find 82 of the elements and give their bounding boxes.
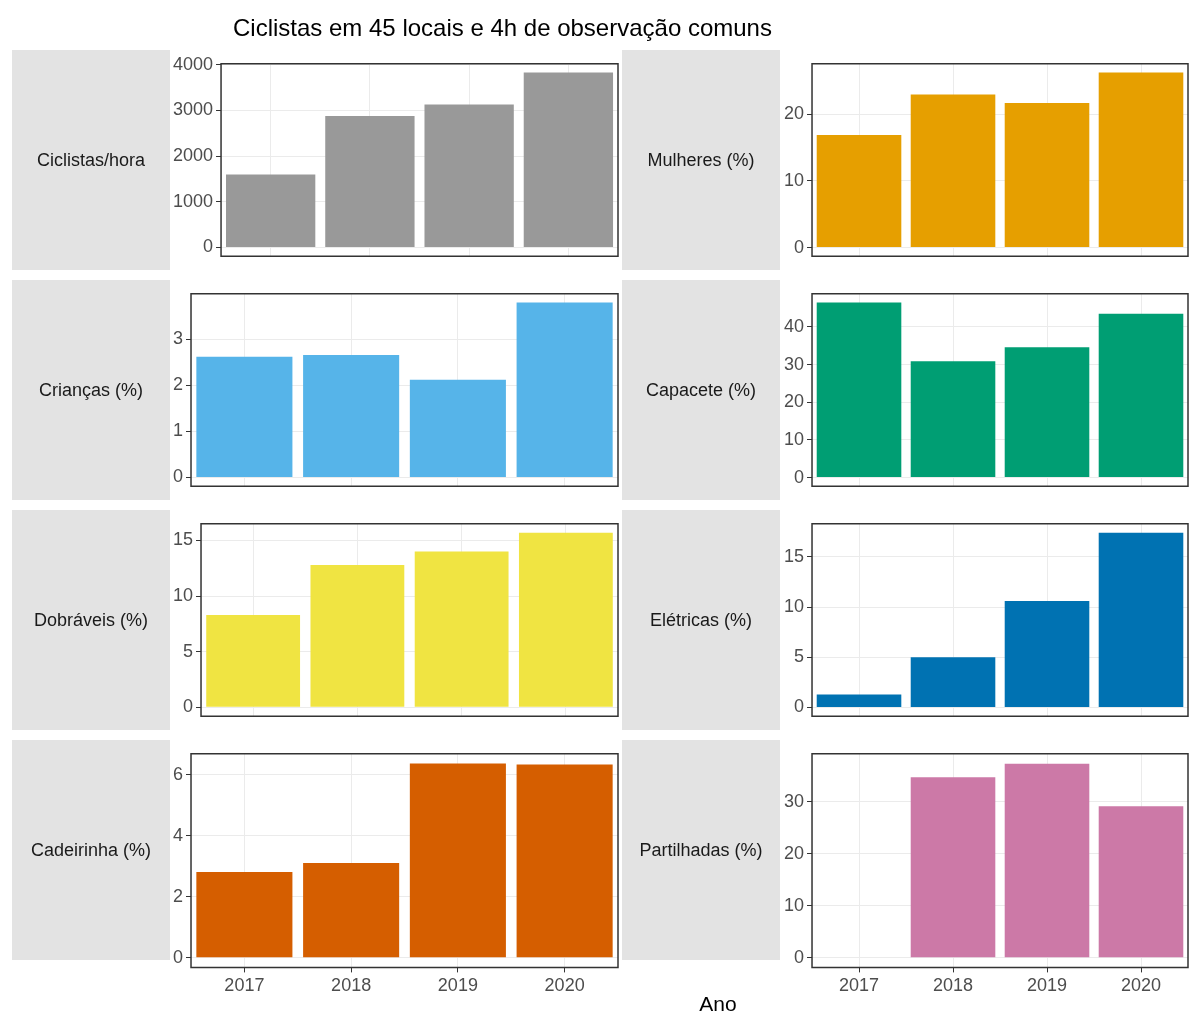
bar <box>518 532 613 707</box>
y-tick-label: 0 <box>173 466 184 487</box>
bar <box>424 104 514 247</box>
y-tick-label: 2000 <box>173 145 214 166</box>
y-tick-label: 6 <box>173 763 184 784</box>
y-tick-label: 1 <box>173 420 184 441</box>
bar <box>409 379 506 477</box>
bar <box>196 871 293 958</box>
y-tick-label: 30 <box>783 790 805 811</box>
y-tick-label: 1000 <box>173 190 214 211</box>
y-tick-label: 0 <box>794 946 805 967</box>
bar <box>1098 806 1184 958</box>
bar <box>910 94 996 248</box>
y-tick-label: 10 <box>783 596 805 617</box>
bar <box>310 564 405 707</box>
y-tick-label: 20 <box>783 842 805 863</box>
bar <box>1098 313 1184 478</box>
y-axis-title: Capacete (%) <box>645 379 757 401</box>
bar <box>1004 103 1090 248</box>
y-tick-label: 15 <box>783 545 805 566</box>
y-tick-label: 2 <box>173 374 184 395</box>
y-tick-label: 15 <box>172 529 194 550</box>
y-tick-label: 2 <box>173 885 184 906</box>
y-tick-label: 0 <box>794 696 805 717</box>
y-tick-label: 4000 <box>173 53 214 74</box>
y-tick-label: 5 <box>794 646 805 667</box>
bar <box>409 763 506 958</box>
bar <box>523 72 614 247</box>
y-tick-label: 0 <box>203 236 214 257</box>
bar <box>516 764 613 958</box>
y-tick-label: 20 <box>783 391 805 412</box>
bar <box>206 615 301 707</box>
y-tick-label: 40 <box>783 315 805 336</box>
bar <box>910 361 996 478</box>
bar <box>414 551 509 707</box>
bar <box>303 355 400 477</box>
y-tick-label: 10 <box>172 585 194 606</box>
y-axis-title: Dobráveis (%) <box>33 609 149 631</box>
x-tick-label: 2020 <box>1120 975 1162 996</box>
bar <box>196 356 293 477</box>
y-axis-title: Cadeirinha (%) <box>30 839 152 861</box>
y-tick-label: 10 <box>783 428 805 449</box>
bar <box>1098 532 1184 707</box>
y-tick-label: 10 <box>783 169 805 190</box>
bar <box>303 863 400 958</box>
y-tick-label: 0 <box>183 696 194 717</box>
chart-title: Ciclistas em 45 locais e 4h de observação comuns <box>233 14 772 42</box>
x-tick-label: 2019 <box>437 975 478 996</box>
x-tick-label: 2017 <box>224 975 265 996</box>
y-tick-label: 10 <box>783 894 805 915</box>
bar <box>1004 347 1090 478</box>
bar <box>910 657 996 707</box>
bar <box>1004 763 1090 958</box>
y-axis-title: Crianças (%) <box>38 379 144 401</box>
y-tick-label: 0 <box>173 946 184 967</box>
bar <box>816 135 902 248</box>
y-axis-title: Elétricas (%) <box>649 609 752 631</box>
y-axis-title: Mulheres (%) <box>647 149 755 171</box>
bar <box>816 694 902 707</box>
y-axis-title: Ciclistas/hora <box>36 149 146 171</box>
y-tick-label: 3 <box>173 328 184 349</box>
bar <box>1004 601 1090 707</box>
bar <box>325 115 415 247</box>
x-tick-label: 2017 <box>839 975 880 996</box>
y-tick-label: 5 <box>183 640 194 661</box>
x-axis-title: Ano <box>698 992 738 1016</box>
y-tick-label: 20 <box>783 103 805 124</box>
y-tick-label: 30 <box>783 353 805 374</box>
y-tick-label: 4 <box>173 824 184 845</box>
x-tick-label: 2019 <box>1026 975 1068 996</box>
bar <box>816 302 902 478</box>
x-tick-label: 2018 <box>331 975 372 996</box>
y-axis-title: Partilhadas (%) <box>639 839 763 861</box>
x-tick-label: 2020 <box>544 975 585 996</box>
y-tick-label: 0 <box>794 466 805 487</box>
bar <box>1098 72 1184 248</box>
bar <box>226 174 316 247</box>
x-tick-label: 2018 <box>932 975 974 996</box>
bar <box>910 777 996 958</box>
y-tick-label: 3000 <box>173 99 214 120</box>
y-tick-label: 0 <box>794 236 805 257</box>
bar <box>516 302 613 477</box>
